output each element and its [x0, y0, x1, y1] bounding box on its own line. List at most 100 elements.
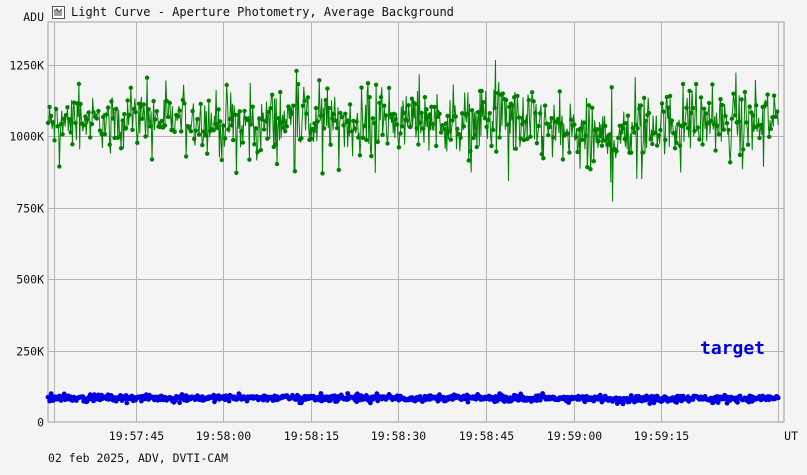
- data-point: [482, 394, 488, 400]
- data-point: [464, 111, 470, 117]
- data-point: [533, 393, 539, 399]
- data-point: [325, 86, 330, 91]
- data-point: [455, 126, 460, 132]
- data-point: [573, 395, 579, 401]
- data-point: [355, 391, 360, 397]
- y-tick-label: 750K: [16, 202, 44, 216]
- data-point: [96, 392, 101, 398]
- data-point: [76, 81, 82, 87]
- data-point: [277, 396, 282, 401]
- data-point: [182, 101, 187, 106]
- data-point: [616, 135, 621, 141]
- data-point: [309, 395, 315, 400]
- data-point: [666, 396, 671, 402]
- data-point: [729, 395, 735, 400]
- data-point: [255, 149, 260, 155]
- data-point: [296, 82, 301, 87]
- data-point: [758, 122, 764, 128]
- data-point: [656, 133, 661, 138]
- data-point: [391, 395, 397, 400]
- data-point: [425, 396, 431, 401]
- data-point: [458, 135, 463, 140]
- data-point: [334, 125, 340, 131]
- data-point: [606, 133, 611, 138]
- x-tick-label: 19:57:45: [109, 429, 164, 443]
- data-point: [420, 399, 425, 404]
- data-point: [687, 397, 692, 403]
- data-point: [351, 396, 357, 401]
- data-point: [256, 395, 262, 400]
- data-point: [529, 397, 535, 403]
- data-point: [533, 110, 538, 116]
- data-point: [472, 395, 477, 401]
- data-point: [305, 394, 311, 399]
- data-point: [278, 89, 283, 95]
- data-point: [332, 393, 338, 399]
- data-point: [581, 120, 587, 125]
- data-point: [447, 128, 452, 134]
- data-point: [196, 397, 202, 402]
- data-point: [167, 100, 172, 106]
- data-point: [663, 137, 668, 142]
- data-point: [513, 393, 519, 399]
- data-point: [712, 395, 718, 400]
- data-point: [118, 146, 124, 151]
- data-point: [52, 396, 58, 402]
- data-point: [422, 95, 428, 100]
- data-point: [444, 395, 450, 400]
- data-point: [305, 95, 311, 100]
- data-point: [542, 395, 548, 401]
- data-point: [294, 68, 299, 74]
- data-point: [419, 397, 424, 402]
- data-point: [769, 395, 775, 401]
- data-point: [84, 399, 90, 404]
- data-point: [313, 397, 319, 403]
- data-point: [463, 395, 468, 400]
- data-point: [264, 398, 270, 403]
- data-point: [253, 394, 259, 400]
- data-point: [553, 396, 558, 402]
- data-point: [59, 395, 65, 400]
- data-point: [435, 398, 441, 404]
- data-point: [705, 121, 710, 126]
- data-point: [120, 395, 126, 401]
- data-point: [459, 397, 464, 403]
- data-point: [104, 396, 109, 402]
- data-point: [625, 399, 631, 405]
- data-point: [632, 130, 637, 135]
- data-point: [554, 396, 560, 402]
- data-point: [660, 398, 666, 404]
- data-point: [193, 128, 198, 133]
- data-point: [260, 397, 266, 403]
- data-point: [237, 393, 243, 398]
- data-point: [466, 395, 472, 401]
- data-point: [671, 395, 677, 401]
- data-point: [456, 131, 462, 137]
- data-point: [742, 395, 748, 401]
- data-point: [493, 394, 498, 399]
- data-point: [299, 136, 304, 141]
- data-point: [384, 396, 390, 401]
- data-point: [643, 118, 648, 124]
- data-point: [536, 393, 541, 398]
- data-point: [654, 143, 660, 148]
- data-point: [291, 396, 297, 401]
- data-point: [414, 395, 420, 400]
- data-point: [585, 396, 591, 402]
- data-point: [568, 117, 574, 122]
- data-point: [702, 394, 708, 399]
- data-point: [679, 397, 685, 402]
- data-point: [299, 400, 304, 406]
- data-point: [496, 395, 502, 401]
- data-point: [758, 397, 764, 403]
- data-point: [398, 396, 404, 401]
- data-point: [143, 134, 148, 139]
- data-point: [632, 399, 637, 405]
- data-point: [91, 392, 97, 397]
- data-point: [498, 396, 503, 402]
- data-point: [715, 400, 721, 405]
- data-point: [259, 394, 264, 400]
- data-point: [178, 396, 183, 401]
- data-point: [113, 395, 118, 401]
